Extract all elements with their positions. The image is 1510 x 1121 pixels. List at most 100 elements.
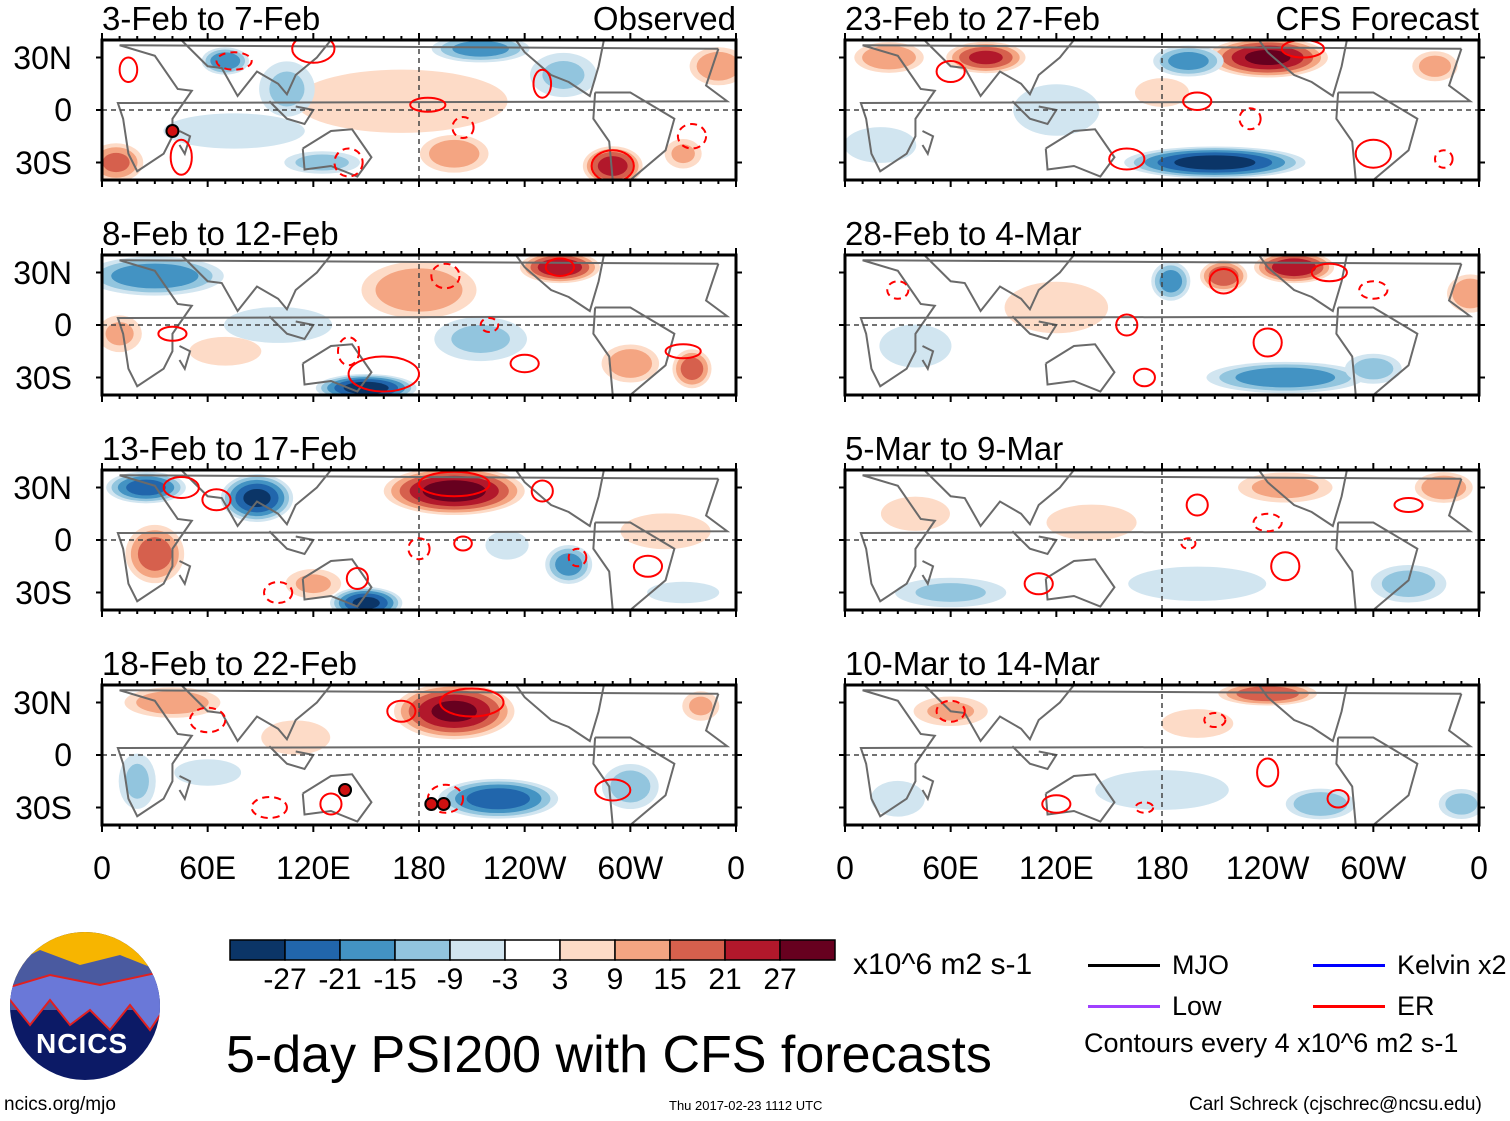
- coastline: [921, 345, 935, 372]
- coastline: [180, 255, 332, 313]
- x-tick-label: 60E: [922, 850, 980, 886]
- map-panel: [96, 678, 742, 832]
- anomaly-shading: [915, 583, 986, 602]
- anomaly-shading: [1159, 270, 1183, 293]
- coastline: [178, 560, 192, 587]
- coastline: [180, 470, 332, 528]
- er-contour: [409, 96, 447, 113]
- er-contour: [1393, 497, 1424, 513]
- panel-title: 23-Feb to 27-Feb: [845, 0, 1100, 37]
- coastline: [1011, 745, 1058, 771]
- colorbar-label: -9: [436, 963, 464, 996]
- er-contour: [453, 535, 473, 552]
- map-panel: [839, 678, 1485, 832]
- er-contour: [263, 581, 294, 604]
- er-contour: [594, 778, 632, 802]
- anomaly-shading: [1004, 281, 1109, 334]
- y-tick-label: 30N: [13, 469, 72, 506]
- tropical-cyclone-icon: [338, 783, 353, 797]
- map-panel: [96, 248, 742, 402]
- coastline: [1011, 100, 1058, 126]
- er-contour: [1115, 313, 1139, 337]
- panel-title: 18-Feb to 22-Feb: [102, 645, 357, 682]
- er-contour: [1270, 551, 1301, 582]
- x-tick-label: 120E: [275, 850, 351, 886]
- er-contour: [418, 470, 491, 498]
- er-contour: [291, 40, 336, 64]
- coastline: [116, 44, 731, 173]
- anomaly-shading: [1134, 78, 1190, 107]
- coastline: [178, 130, 192, 157]
- er-contour: [935, 699, 966, 723]
- anomaly-shading: [1293, 792, 1348, 816]
- er-contour: [1280, 40, 1326, 59]
- map-panel: [96, 33, 742, 187]
- colorbar-label: -3: [491, 963, 519, 996]
- coastline: [921, 560, 935, 587]
- legend-line: [1088, 964, 1160, 967]
- colorbar-label: -15: [373, 963, 417, 996]
- er-contour: [1252, 512, 1283, 533]
- er-contour: [1185, 493, 1209, 517]
- logo-text: NCICS: [36, 1028, 129, 1059]
- contour-note: Contours every 4 x10^6 m2 s-1: [1084, 1028, 1459, 1058]
- coastline: [1044, 773, 1116, 823]
- x-tick-label: 120E: [1018, 850, 1094, 886]
- coastline: [592, 521, 676, 610]
- anomaly-shading: [137, 537, 172, 571]
- panel-title: 5-Mar to 9-Mar: [845, 430, 1064, 467]
- anomaly-shading: [542, 61, 585, 89]
- anomaly-shading: [968, 50, 1003, 65]
- coastline: [1044, 558, 1116, 608]
- coastline: [859, 689, 1474, 818]
- colorbar-label: -27: [263, 963, 307, 996]
- panel-title: 8-Feb to 12-Feb: [102, 215, 339, 252]
- er-contour: [1134, 801, 1155, 814]
- y-tick-label: 0: [54, 522, 72, 558]
- anomaly-shading: [352, 596, 380, 610]
- y-tick-label: 0: [54, 307, 72, 343]
- footer-timestamp: Thu 2017-02-23 1112 UTC: [669, 1098, 823, 1113]
- anomaly-shading: [1168, 52, 1209, 70]
- coastline: [923, 255, 1075, 313]
- coastline: [116, 474, 731, 603]
- er-contour: [886, 280, 910, 300]
- coastline: [1258, 685, 1348, 743]
- anomaly-shading: [126, 479, 166, 496]
- er-contour: [935, 60, 966, 83]
- colorbar-label: 27: [763, 963, 797, 996]
- er-contour: [567, 547, 588, 568]
- anomaly-shading: [845, 127, 917, 163]
- coastline: [268, 530, 315, 556]
- er-contour: [664, 343, 702, 360]
- coastline: [921, 130, 935, 157]
- er-contour: [201, 488, 232, 512]
- er-contour: [336, 336, 361, 367]
- legend-line: [1313, 964, 1385, 967]
- er-contour: [439, 687, 505, 718]
- legend-label: Low: [1172, 991, 1222, 1021]
- anomaly-shading: [102, 152, 130, 173]
- anomaly-shading: [485, 530, 529, 560]
- x-tick-label: 180: [392, 850, 446, 886]
- tropical-cyclone-icon: [436, 797, 451, 811]
- map-panel: [839, 463, 1485, 617]
- colorbar-label: 3: [551, 963, 569, 996]
- map-panel: [839, 248, 1485, 402]
- er-contour: [509, 353, 540, 374]
- coastline: [1044, 343, 1116, 393]
- coastline: [116, 689, 731, 818]
- coastline: [923, 40, 1075, 98]
- footer-url[interactable]: ncics.org/mjo: [4, 1094, 116, 1115]
- coastline: [1044, 128, 1116, 178]
- er-contour: [1252, 327, 1283, 358]
- er-contour: [1238, 107, 1262, 131]
- panel-title: 13-Feb to 17-Feb: [102, 430, 357, 467]
- y-tick-label: 30S: [15, 789, 72, 826]
- er-contour: [1208, 268, 1239, 295]
- colorbar-swatch: [779, 939, 836, 961]
- er-contour: [118, 56, 139, 83]
- coastline: [921, 775, 935, 802]
- anomaly-shading: [189, 336, 262, 366]
